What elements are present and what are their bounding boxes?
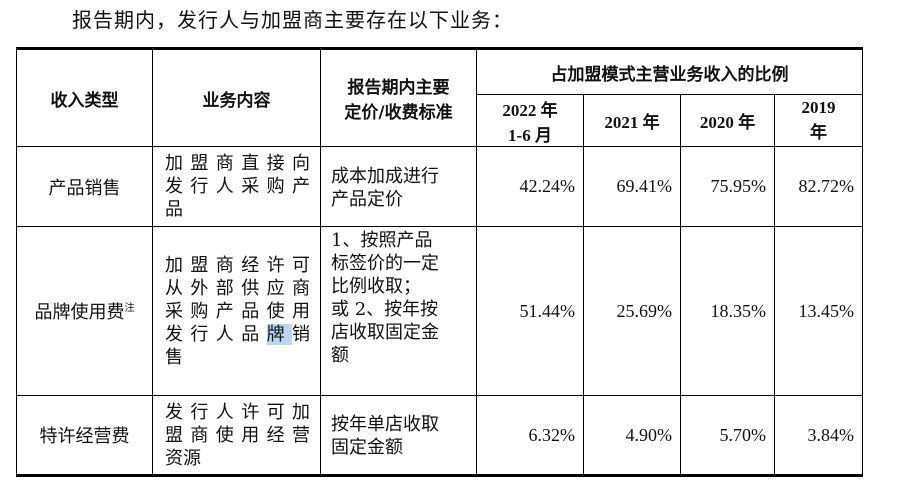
cell-standard: 成本加成进行 产品定价 xyxy=(320,146,477,227)
content-line: 采购产品使用 xyxy=(165,300,310,322)
type-label: 特许经营费 xyxy=(39,426,130,447)
standard-line: 成本加成进行 xyxy=(331,165,439,187)
cell-value-2019: 3.84% xyxy=(774,395,863,476)
cell-content: 加盟商直接向 发行人采购产 品 xyxy=(152,146,321,227)
year-label-line2: 年 xyxy=(810,123,827,142)
header-standard-line1: 报告期内主要 xyxy=(347,78,450,98)
intro-text: 报告期内，发行人与加盟商主要存在以下业务： xyxy=(72,8,513,32)
content-line[interactable]: 发行人品牌销 xyxy=(165,323,311,345)
cell-value-2022h1: 42.24% xyxy=(476,146,584,227)
header-type: 收入类型 xyxy=(16,48,153,147)
cell-content: 加盟商经许可 从外部供应商 采购产品使用 发行人品牌销 售 xyxy=(152,226,321,396)
cell-value-2019: 82.72% xyxy=(774,146,863,227)
content-line: 发行人许可加 xyxy=(165,401,310,423)
table-row: 产品销售 加盟商直接向 发行人采购产 品 成本加成进行 产品定价 42.24% … xyxy=(16,146,863,227)
cell-value-2020: 5.70% xyxy=(680,395,775,476)
type-label: 产品销售 xyxy=(48,177,121,199)
standard-line: 标签价的一定 xyxy=(331,253,439,274)
content-line: 资源 xyxy=(165,447,201,469)
standard-line: 或 2、按年按 xyxy=(331,299,439,320)
type-note: 注 xyxy=(124,303,135,314)
header-standard-line2: 定价/收费标准 xyxy=(344,103,453,123)
selected-text-highlight[interactable]: 牌 xyxy=(266,323,293,345)
header-year-2020: 2020 年 xyxy=(680,94,775,147)
standard-line: 按年单店收取 xyxy=(331,414,439,435)
header-content: 业务内容 xyxy=(152,48,321,147)
year-label-line1: 2020 年 xyxy=(699,113,756,132)
cell-value-2022h1: 51.44% xyxy=(476,226,584,396)
header-year-2022: 2022 年 1-6 月 xyxy=(476,94,584,147)
standard-line: 比例收取； xyxy=(331,276,421,297)
cell-value-2021: 25.69% xyxy=(583,226,681,396)
cell-standard: 1、按照产品 标签价的一定 比例收取； 或 2、按年按 店收取固定金 额 xyxy=(320,226,477,396)
header-year-2021: 2021 年 xyxy=(583,94,681,147)
content-line: 加盟商直接向 xyxy=(165,153,310,174)
header-row-2: 2022 年 1-6 月 2021 年 2020 年 2019 年 xyxy=(17,94,863,147)
year-label-line2: 1-6 月 xyxy=(508,125,552,145)
cell-standard: 按年单店收取 固定金额 xyxy=(320,395,477,476)
content-line: 售 xyxy=(165,346,183,368)
cell-value-2020: 18.35% xyxy=(680,226,775,396)
cell-value-2021: 4.90% xyxy=(583,395,681,476)
cell-type: 特许经营费 xyxy=(16,395,153,476)
standard-line: 1、按照产品 xyxy=(331,230,433,251)
cell-value-2021: 69.41% xyxy=(583,146,681,227)
content-line: 加盟商经许可 xyxy=(165,254,310,276)
content-line: 从外部供应商 xyxy=(165,277,310,299)
table-row: 特许经营费 发行人许可加 盟商使用经营 资源 按年单店收取 固定金额 6.32%… xyxy=(16,395,863,476)
standard-line: 固定金额 xyxy=(331,437,403,458)
header-ratio-group: 占加盟模式主营业务收入的比例 xyxy=(476,48,863,95)
year-label-line1: 2019 xyxy=(801,98,836,117)
type-label: 品牌使用费 xyxy=(34,302,125,323)
standard-line: 店收取固定金 xyxy=(331,322,439,343)
franchise-business-table: 收入类型 业务内容 报告期内主要 定价/收费标准 占加盟模式主营业务收入的比例 … xyxy=(16,47,863,477)
table-row: 品牌使用费注 加盟商经许可 从外部供应商 采购产品使用 发行人品牌销 售 1、按… xyxy=(16,226,863,396)
standard-line: 产品定价 xyxy=(331,188,403,210)
cell-value-2022h1: 6.32% xyxy=(476,395,584,476)
content-line: 发行人采购产 xyxy=(165,176,310,197)
year-label-line1: 2022 年 xyxy=(502,100,558,120)
standard-line: 额 xyxy=(331,345,349,366)
header-standard: 报告期内主要 定价/收费标准 xyxy=(320,48,477,147)
cell-content: 发行人许可加 盟商使用经营 资源 xyxy=(152,395,321,476)
year-label-line1: 2021 年 xyxy=(604,113,660,132)
content-line: 品 xyxy=(165,199,183,220)
cell-value-2020: 75.95% xyxy=(680,146,775,227)
header-year-2019: 2019 年 xyxy=(774,94,863,147)
header-row-1: 收入类型 业务内容 报告期内主要 定价/收费标准 占加盟模式主营业务收入的比例 xyxy=(16,48,863,147)
cell-type: 品牌使用费注 xyxy=(16,226,153,396)
cell-value-2019: 13.45% xyxy=(774,226,863,396)
cell-type: 产品销售 xyxy=(16,146,153,227)
content-line: 盟商使用经营 xyxy=(165,424,310,446)
